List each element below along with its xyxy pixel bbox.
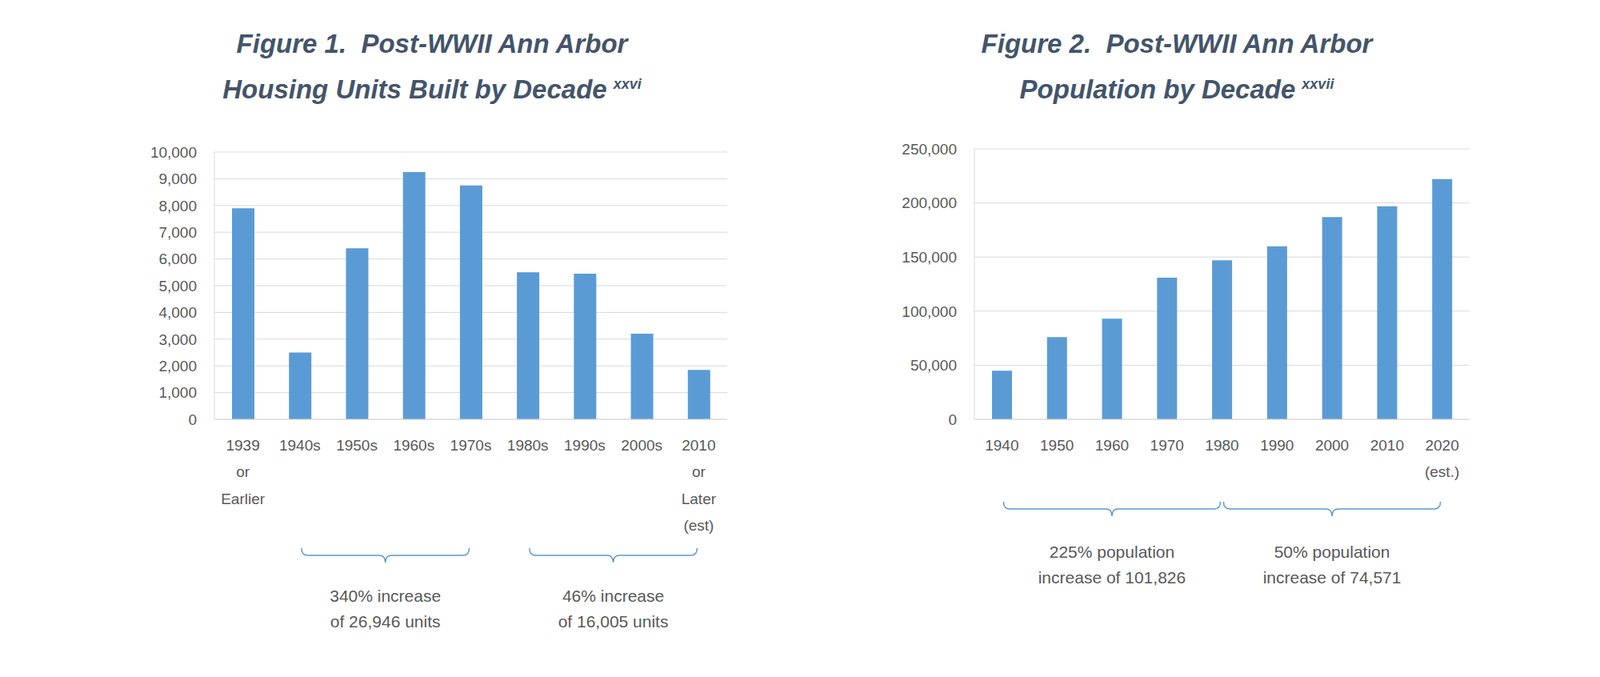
svg-text:100,000: 100,000 [901, 303, 957, 320]
svg-text:150,000: 150,000 [901, 248, 957, 266]
svg-text:2010: 2010 [1370, 436, 1404, 454]
svg-text:1990: 1990 [1260, 436, 1294, 454]
svg-text:3,000: 3,000 [158, 331, 197, 348]
svg-text:9,000: 9,000 [158, 170, 197, 188]
svg-text:0: 0 [948, 411, 957, 428]
svg-text:of 16,005 units: of 16,005 units [558, 612, 669, 631]
svg-text:8,000: 8,000 [158, 197, 197, 215]
svg-text:10,000: 10,000 [150, 144, 197, 161]
svg-text:1939orEarlier: 1939orEarlier [220, 436, 266, 508]
svg-text:of 26,946 units: of 26,946 units [330, 612, 441, 631]
svg-text:0: 0 [188, 411, 197, 428]
svg-text:6,000: 6,000 [158, 250, 197, 268]
svg-text:1950s: 1950s [336, 436, 378, 454]
svg-text:1940s: 1940s [279, 436, 321, 454]
html-text:Figure 2. Post-WWII Ann Arbor: Figure 2. Post-WWII Ann Arbor [981, 28, 1373, 59]
svg-text:2010orLater(est): 2010orLater(est) [681, 436, 717, 534]
svg-text:1970: 1970 [1150, 436, 1184, 454]
svg-text:4,000: 4,000 [158, 304, 197, 321]
svg-text:2000s: 2000s [620, 436, 663, 454]
svg-text:7,000: 7,000 [158, 224, 197, 241]
svg-text:1980s: 1980s [507, 436, 549, 454]
svg-text:1980: 1980 [1204, 436, 1239, 454]
svg-text:1950: 1950 [1040, 436, 1074, 454]
svg-text:46% increase: 46% increase [562, 586, 664, 605]
svg-text:1,000: 1,000 [158, 384, 197, 401]
svg-text:increase of 74,571: increase of 74,571 [1263, 568, 1402, 587]
svg-text:2,000: 2,000 [158, 357, 197, 375]
svg-text:250,000: 250,000 [901, 140, 957, 158]
svg-text:increase of 101,826: increase of 101,826 [1038, 568, 1186, 587]
svg-text:1990s: 1990s [564, 436, 606, 454]
svg-text:50,000: 50,000 [910, 356, 957, 374]
svg-text:340% increase: 340% increase [329, 586, 441, 605]
svg-text:1960: 1960 [1095, 436, 1129, 454]
svg-text:2020(est.): 2020(est.) [1424, 436, 1460, 480]
svg-text:5,000: 5,000 [158, 277, 197, 295]
svg-text:225% population: 225% population [1049, 542, 1175, 561]
svg-text:1970s: 1970s [450, 436, 492, 454]
svg-text:1960s: 1960s [392, 436, 435, 454]
svg-text:2000: 2000 [1315, 436, 1349, 454]
svg-text:200,000: 200,000 [901, 194, 957, 212]
html-text:Population by Decade xxvii: Population by Decade xxvii [1019, 74, 1334, 104]
svg-text:1940: 1940 [984, 436, 1019, 454]
svg-text:50% population: 50% population [1274, 542, 1391, 561]
html-text:Housing Units Built by Decade: Housing Units Built by Decade xxvi [222, 74, 642, 104]
html-text:Figure 1. Post-WWII Ann Arbor: Figure 1. Post-WWII Ann Arbor [236, 28, 628, 59]
